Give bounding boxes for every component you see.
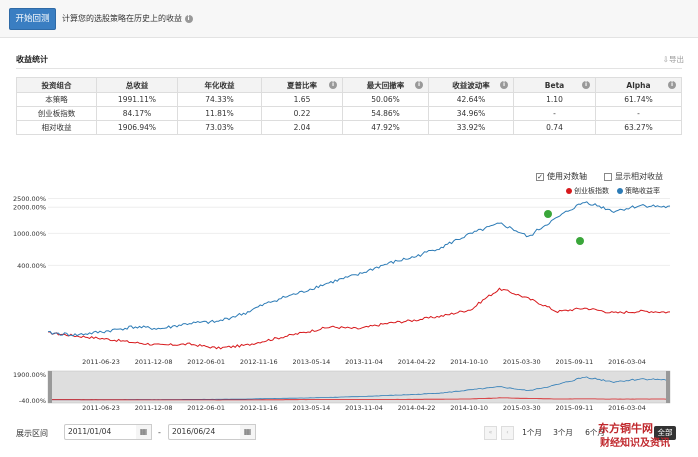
x-tick-label: 2011-12-08: [135, 404, 173, 412]
header-sharpe: 夏普比率 i: [261, 77, 343, 93]
range-button-1m[interactable]: 1个月: [522, 428, 542, 437]
x-tick-label: 2014-04-22: [398, 358, 436, 366]
navigator-line-index: [48, 397, 670, 401]
range-button-all[interactable]: 全部: [654, 426, 676, 440]
y-tick-label: 2500.00%: [13, 195, 46, 203]
x-tick-label: 2011-12-08: [135, 358, 173, 366]
divider: [16, 68, 682, 69]
description-text: 计算您的选股策略在历史上的收益: [62, 14, 182, 23]
x-tick-label: 2013-05-14: [293, 404, 331, 412]
series-line-index: [47, 287, 671, 350]
watermark-subtitle: 财经知识及资讯: [600, 438, 670, 449]
x-tick-label: 2011-06-23: [82, 404, 120, 412]
x-tick-label: 2012-06-01: [187, 358, 225, 366]
x-tick-label: 2015-09-11: [556, 358, 594, 366]
x-tick-label: 2012-06-01: [187, 404, 225, 412]
header-total-return: 总收益: [96, 77, 178, 93]
legend-label: 策略收益率: [625, 187, 660, 195]
info-icon[interactable]: i: [415, 81, 423, 89]
legend-item-index[interactable]: 创业板指数: [566, 186, 609, 196]
chart-markers: [544, 210, 584, 245]
x-tick-label: 2013-05-14: [293, 358, 331, 366]
x-axis-ticks: 2011-06-23 2011-12-08 2012-06-01 2012-11-16…: [82, 358, 646, 366]
x-tick-label: 2012-11-16: [240, 404, 278, 412]
info-icon[interactable]: i: [184, 14, 193, 23]
header-max-drawdown: 最大回撤率 i: [342, 77, 429, 93]
event-marker[interactable]: [544, 210, 552, 218]
navigator-tick-label: -40.00%: [19, 397, 46, 405]
x-tick-label: 2014-10-10: [450, 358, 488, 366]
export-icon: ⇩: [662, 55, 669, 64]
checkbox-checked-icon[interactable]: ✓: [536, 172, 544, 181]
navigator-y-ticks: 1900.00% -40.00%: [13, 371, 46, 405]
y-tick-label: 2000.00%: [13, 204, 46, 212]
performance-chart[interactable]: 2500.00%2000.00% 1000.00% 400.00% 2011-06-…: [0, 0, 698, 420]
start-backtest-button[interactable]: 开始回测: [9, 8, 56, 30]
series-line-strategy: [47, 201, 671, 337]
x-tick-label: 2013-11-04: [345, 358, 383, 366]
header-volatility: 收益波动率 i: [428, 77, 514, 93]
export-button[interactable]: ⇩导出: [663, 54, 684, 65]
relative-return-label: 显示相对收益: [615, 172, 663, 181]
header-alpha: Alpha i: [595, 77, 682, 93]
navigator-tick-label: 1900.00%: [13, 371, 46, 379]
start-date-input[interactable]: 2011/01/04: [64, 424, 138, 440]
x-tick-label: 2014-04-22: [398, 404, 436, 412]
x-tick-label: 2012-11-16: [240, 358, 278, 366]
toolbar-description: 计算您的选股策略在历史上的收益 i: [62, 13, 193, 24]
table-cell: 33.92%: [428, 120, 514, 135]
legend-dot-icon: [566, 188, 572, 194]
y-tick-label: 1000.00%: [13, 230, 46, 238]
calendar-icon[interactable]: ▦: [240, 424, 256, 440]
log-axis-toggle[interactable]: ✓ 使用对数轴: [536, 171, 587, 182]
table-row: 相对收益 1906.94% 73.03% 2.04 47.92% 33.92% …: [16, 120, 682, 135]
range-button-3m[interactable]: 3个月: [553, 428, 573, 437]
table-cell: 63.27%: [595, 120, 682, 135]
stats-table: 投资组合 总收益 年化收益 夏普比率 i 最大回撤率 i 收益波动率 i Beta i …: [16, 77, 682, 135]
x-tick-label: 2015-09-11: [556, 404, 594, 412]
navigator-right-handle[interactable]: [666, 371, 670, 403]
event-marker[interactable]: [576, 237, 584, 245]
x-tick-label: 2016-03-04: [608, 358, 646, 366]
export-label: 导出: [669, 55, 684, 64]
top-toolbar: 开始回测 计算您的选股策略在历史上的收益 i: [0, 0, 698, 38]
relative-return-toggle[interactable]: 显示相对收益: [604, 171, 663, 182]
legend-label: 创业板指数: [574, 187, 609, 195]
navigator-x-ticks: 2011-06-23 2011-12-08 2012-06-01 2012-11-16…: [82, 404, 646, 412]
y-tick-label: 400.00%: [17, 262, 46, 270]
first-page-icon[interactable]: «: [484, 426, 497, 440]
range-dash: -: [158, 428, 161, 437]
table-cell: 73.03%: [177, 120, 262, 135]
table-row: 本策略 1991.11% 74.33% 1.65 50.06% 42.64% 1…: [16, 92, 682, 107]
x-tick-label: 2013-11-04: [345, 404, 383, 412]
info-icon[interactable]: i: [500, 81, 508, 89]
x-tick-label: 2016-03-04: [608, 404, 646, 412]
legend-item-strategy[interactable]: 策略收益率: [617, 186, 660, 196]
watermark-title: 东方铜牛网: [598, 422, 653, 435]
calendar-icon[interactable]: ▦: [136, 424, 152, 440]
log-axis-label: 使用对数轴: [547, 172, 587, 181]
x-tick-label: 2015-03-30: [503, 358, 541, 366]
range-label: 展示区间: [16, 429, 48, 438]
x-tick-label: 2015-03-30: [503, 404, 541, 412]
info-icon[interactable]: i: [582, 81, 590, 89]
info-icon[interactable]: i: [668, 81, 676, 89]
info-icon[interactable]: i: [329, 81, 337, 89]
range-button-6m[interactable]: 6个月: [585, 428, 605, 437]
x-tick-label: 2011-06-23: [82, 358, 120, 366]
section-title: 收益统计: [16, 55, 48, 64]
prev-page-icon[interactable]: ‹: [501, 426, 514, 440]
y-axis-ticks: 2500.00%2000.00% 1000.00% 400.00%: [13, 195, 46, 270]
navigator-left-handle[interactable]: [48, 371, 52, 403]
end-date-input[interactable]: 2016/06/24: [168, 424, 242, 440]
navigator-window[interactable]: [47, 370, 671, 404]
table-header-row: 投资组合 总收益 年化收益 夏普比率 i 最大回撤率 i 收益波动率 i Beta i …: [16, 77, 682, 93]
checkbox-icon[interactable]: [604, 172, 612, 181]
x-tick-label: 2014-10-10: [450, 404, 488, 412]
table-cell: 0.74: [513, 120, 596, 135]
header-beta: Beta i: [513, 77, 596, 93]
legend-dot-icon: [617, 188, 623, 194]
grid-lines: [48, 198, 670, 266]
header-annual-return: 年化收益: [177, 77, 262, 93]
